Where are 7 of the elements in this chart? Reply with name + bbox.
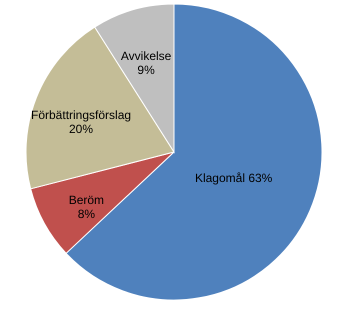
data-label: 20%: [69, 122, 94, 136]
data-label: 9%: [137, 62, 156, 77]
data-label: 8%: [78, 207, 96, 222]
slice-label: Förbättringsförslag: [31, 108, 132, 122]
slice-label: Beröm: [68, 193, 104, 208]
slice-label: Klagomål 63%: [194, 170, 273, 185]
slice-label: Avvikelse: [120, 48, 172, 63]
